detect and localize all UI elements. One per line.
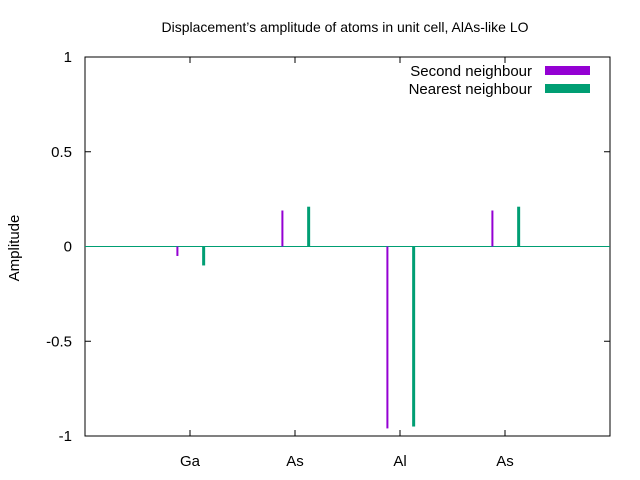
bar-nearest-neighbour (517, 206, 521, 247)
bar-second-neighbour (176, 246, 179, 256)
bar-second-neighbour (281, 210, 284, 247)
bar-nearest-neighbour (412, 246, 416, 427)
y-axis-label: Amplitude (6, 215, 23, 282)
x-tick-label: Al (393, 453, 406, 470)
legend-entry-second-neighbour: Second neighbour (410, 63, 590, 80)
x-tick-label: Ga (180, 453, 201, 470)
plot-area: 1 0.5 0 -0.5 -1 Ga As Al As (46, 49, 611, 470)
y-tick-label: 0 (64, 239, 72, 256)
y-tick-label: 1 (64, 49, 72, 66)
legend-label-nearest-neighbour: Nearest neighbour (409, 81, 532, 98)
bar-nearest-neighbour (307, 206, 311, 247)
legend-entry-nearest-neighbour: Nearest neighbour (409, 81, 590, 98)
chart-title: Displacement’s amplitude of atoms in uni… (161, 19, 528, 35)
bar-second-neighbour (386, 246, 389, 429)
legend-label-second-neighbour: Second neighbour (410, 63, 532, 80)
legend: Second neighbour Nearest neighbour (409, 63, 590, 98)
y-tick-label: -1 (59, 428, 72, 445)
legend-swatch-second-neighbour (545, 66, 590, 75)
bar-second-neighbour (491, 210, 494, 247)
x-tick-label: As (286, 453, 304, 470)
bar-nearest-neighbour (202, 246, 206, 266)
legend-swatch-nearest-neighbour (545, 84, 590, 93)
x-tick-label: As (496, 453, 514, 470)
y-tick-label: 0.5 (51, 144, 72, 161)
y-tick-label: -0.5 (46, 333, 72, 350)
